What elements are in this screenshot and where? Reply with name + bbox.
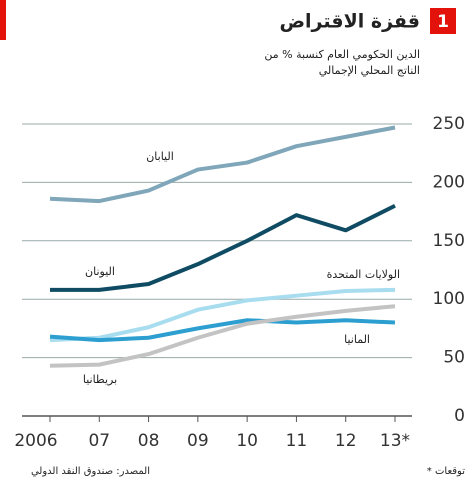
x-tick-label: 08	[138, 431, 160, 451]
series-line	[49, 287, 396, 343]
x-tick-label: 2006	[14, 431, 57, 451]
x-tick-label: 11	[286, 431, 308, 451]
series-label: المانيا	[344, 333, 370, 346]
subtitle: الناتج المحلي الإجمالي	[319, 64, 420, 77]
series-line	[49, 304, 396, 368]
series-line	[49, 125, 396, 204]
x-tick-label: 07	[88, 431, 110, 451]
y-tick-label: 150	[433, 231, 465, 251]
x-tick-label: 09	[187, 431, 209, 451]
y-tick-label: 100	[433, 289, 465, 309]
badge: 1	[437, 12, 449, 32]
x-tick-label: 13*	[380, 431, 410, 451]
x-tick-label: 12	[335, 431, 357, 451]
y-tick-label: 200	[433, 172, 465, 192]
y-tick-label: 250	[433, 114, 465, 134]
x-tick-label: 10	[236, 431, 258, 451]
note: * توقعات	[427, 466, 465, 477]
series-label: اليونان	[85, 265, 115, 278]
y-tick-label: 50	[443, 348, 465, 368]
subtitle: الدين الحكومي العام كنسبة % من	[264, 48, 420, 61]
y-tick-label: 0	[454, 406, 465, 426]
accent-bar	[0, 0, 6, 40]
series-label: بريطانيا	[83, 373, 117, 386]
series-label: الولايات المتحدة	[327, 268, 400, 281]
series-line	[50, 203, 396, 292]
series-line	[49, 318, 396, 343]
source: المصدر: صندوق النقد الدولي	[31, 466, 150, 477]
chart-title: قفزة الاقتراض	[279, 11, 420, 33]
series-label: اليابان	[146, 150, 174, 163]
badge-box	[430, 8, 456, 34]
